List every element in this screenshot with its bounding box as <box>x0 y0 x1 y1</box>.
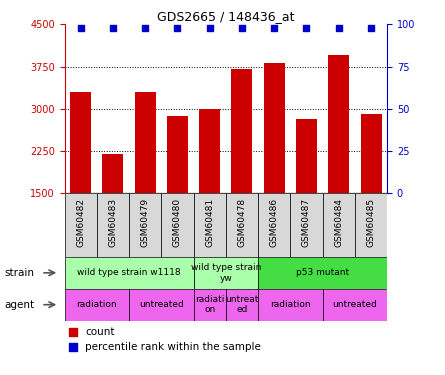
Text: GSM60487: GSM60487 <box>302 198 311 247</box>
Bar <box>258 257 387 289</box>
Text: agent: agent <box>4 300 35 310</box>
Bar <box>226 193 258 257</box>
Text: untreated: untreated <box>139 300 184 309</box>
Point <box>69 344 76 350</box>
Title: GDS2665 / 148436_at: GDS2665 / 148436_at <box>157 10 295 23</box>
Bar <box>65 257 194 289</box>
Text: GSM60480: GSM60480 <box>173 198 182 247</box>
Text: GSM60479: GSM60479 <box>141 198 150 247</box>
Text: GSM60482: GSM60482 <box>76 198 85 247</box>
Point <box>142 25 149 31</box>
Bar <box>328 56 349 193</box>
Bar <box>65 289 129 321</box>
Point <box>303 25 310 31</box>
Text: untreated: untreated <box>332 300 377 309</box>
Bar <box>258 193 291 257</box>
Point <box>335 25 342 31</box>
Bar <box>129 193 162 257</box>
Bar <box>135 92 156 193</box>
Bar <box>194 289 226 321</box>
Text: radiati
on: radiati on <box>195 295 224 314</box>
Bar <box>355 193 387 257</box>
Bar <box>70 92 91 193</box>
Text: GSM60483: GSM60483 <box>109 198 117 247</box>
Bar <box>226 289 258 321</box>
Bar <box>167 116 188 193</box>
Bar <box>162 193 194 257</box>
Bar <box>264 63 285 193</box>
Point <box>69 329 76 335</box>
Point <box>206 25 213 31</box>
Text: GSM60478: GSM60478 <box>238 198 247 247</box>
Bar <box>323 193 355 257</box>
Text: p53 mutant: p53 mutant <box>296 268 349 278</box>
Bar <box>194 193 226 257</box>
Text: wild type strain w1118: wild type strain w1118 <box>77 268 181 278</box>
Text: GSM60486: GSM60486 <box>270 198 279 247</box>
Bar <box>231 69 252 193</box>
Bar <box>323 289 387 321</box>
Text: radiation: radiation <box>270 300 311 309</box>
Point <box>368 25 375 31</box>
Text: strain: strain <box>4 268 34 278</box>
Bar <box>258 289 323 321</box>
Text: wild type strain
yw: wild type strain yw <box>190 263 261 282</box>
Point <box>271 25 278 31</box>
Text: GSM60484: GSM60484 <box>334 198 343 247</box>
Point <box>174 25 181 31</box>
Point <box>77 25 84 31</box>
Bar <box>97 193 129 257</box>
Text: GSM60481: GSM60481 <box>205 198 214 247</box>
Bar <box>129 289 194 321</box>
Text: untreat
ed: untreat ed <box>225 295 259 314</box>
Text: GSM60485: GSM60485 <box>367 198 376 247</box>
Bar <box>102 154 123 193</box>
Point <box>239 25 246 31</box>
Text: radiation: radiation <box>77 300 117 309</box>
Bar <box>65 193 97 257</box>
Bar <box>199 109 220 193</box>
Bar <box>194 257 258 289</box>
Bar <box>360 114 381 193</box>
Text: count: count <box>85 327 115 337</box>
Text: percentile rank within the sample: percentile rank within the sample <box>85 342 261 352</box>
Bar <box>296 119 317 193</box>
Bar <box>291 193 323 257</box>
Point <box>109 25 117 31</box>
